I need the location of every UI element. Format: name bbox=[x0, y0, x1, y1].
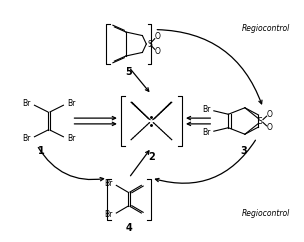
Text: Regiocontrol: Regiocontrol bbox=[242, 209, 290, 218]
Text: Br: Br bbox=[202, 105, 210, 114]
Text: 2: 2 bbox=[148, 152, 155, 162]
Text: 5: 5 bbox=[126, 67, 132, 77]
Text: O: O bbox=[267, 110, 273, 119]
Text: O: O bbox=[267, 123, 273, 132]
Text: Br: Br bbox=[68, 134, 76, 143]
Text: O: O bbox=[155, 32, 161, 41]
Text: 3: 3 bbox=[240, 146, 247, 156]
Text: Regiocontrol: Regiocontrol bbox=[242, 24, 290, 33]
Text: 4: 4 bbox=[126, 223, 132, 233]
Text: Br: Br bbox=[68, 99, 76, 108]
Text: Br: Br bbox=[104, 179, 113, 189]
Text: Br: Br bbox=[202, 128, 210, 137]
Text: Br: Br bbox=[22, 134, 30, 143]
Text: Br: Br bbox=[22, 99, 30, 108]
Text: S: S bbox=[257, 116, 262, 126]
Text: O: O bbox=[155, 47, 161, 56]
Text: Br: Br bbox=[104, 210, 113, 219]
Text: S: S bbox=[148, 39, 153, 48]
Text: 1: 1 bbox=[38, 146, 45, 156]
